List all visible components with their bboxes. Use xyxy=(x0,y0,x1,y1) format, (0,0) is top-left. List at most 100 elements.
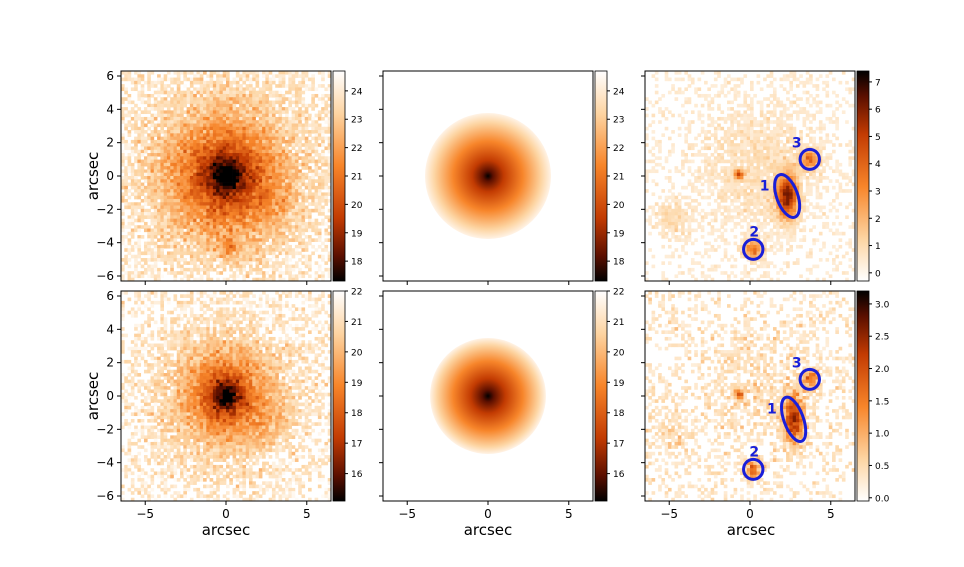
pixel xyxy=(304,225,309,229)
pixel xyxy=(242,228,247,233)
pixel xyxy=(248,218,253,223)
pixel xyxy=(750,208,754,213)
pixel xyxy=(196,205,201,210)
pixel xyxy=(209,133,214,137)
pixel xyxy=(265,277,270,282)
pixel xyxy=(291,71,296,75)
pixel xyxy=(226,198,230,203)
pixel xyxy=(265,182,270,187)
pixel xyxy=(291,195,296,200)
pixel xyxy=(828,120,833,124)
pixel xyxy=(677,90,682,95)
pixel xyxy=(137,192,142,197)
pixel xyxy=(710,218,715,223)
pixel xyxy=(160,139,165,144)
pixel xyxy=(756,192,761,197)
pixel xyxy=(736,93,741,98)
pixel xyxy=(229,182,233,187)
pixel xyxy=(140,84,145,88)
pixel xyxy=(199,166,204,170)
pixel xyxy=(285,130,289,134)
pixel xyxy=(265,100,270,105)
pixel xyxy=(779,149,784,154)
pixel xyxy=(730,87,734,92)
pixel xyxy=(327,258,332,262)
pixel xyxy=(222,110,227,115)
pixel xyxy=(294,248,299,252)
pixel xyxy=(130,208,135,213)
pixel xyxy=(226,159,230,164)
pixel xyxy=(687,97,692,101)
pixel xyxy=(173,97,178,101)
pixel xyxy=(186,143,191,147)
pixel xyxy=(196,123,201,128)
pixel xyxy=(730,77,734,82)
pixel xyxy=(727,179,731,183)
pixel xyxy=(740,146,744,151)
pixel xyxy=(815,195,820,200)
pixel xyxy=(294,87,299,92)
pixel xyxy=(226,93,230,98)
pixel xyxy=(753,215,757,220)
pixel xyxy=(278,238,283,242)
pixel xyxy=(298,218,302,223)
pixel xyxy=(271,195,276,200)
pixel xyxy=(147,74,151,78)
pixel xyxy=(723,136,728,141)
pixel xyxy=(199,241,204,246)
pixel xyxy=(298,162,302,167)
pixel xyxy=(262,251,266,256)
pixel xyxy=(242,189,247,193)
pixel xyxy=(153,159,158,164)
pixel xyxy=(327,225,332,229)
pixel xyxy=(776,162,780,167)
pixel xyxy=(651,146,656,151)
pixel xyxy=(186,97,191,101)
pixel xyxy=(170,126,174,131)
pixel xyxy=(733,172,738,177)
pixel xyxy=(186,235,191,239)
pixel xyxy=(170,172,174,177)
pixel xyxy=(730,176,734,180)
pixel xyxy=(776,146,780,151)
pixel xyxy=(677,113,682,118)
pixel xyxy=(239,113,243,118)
pixel xyxy=(786,182,790,187)
pixel xyxy=(687,84,692,88)
pixel xyxy=(258,116,263,121)
pixel xyxy=(219,212,224,216)
pixel xyxy=(245,254,250,259)
pixel xyxy=(206,116,210,121)
pixel xyxy=(671,149,675,154)
pixel xyxy=(127,113,132,118)
pixel xyxy=(736,143,741,147)
pixel xyxy=(314,87,319,92)
pixel xyxy=(664,159,669,164)
pixel xyxy=(700,208,705,213)
pixel xyxy=(766,195,771,200)
pixel xyxy=(275,162,279,167)
pixel xyxy=(740,143,744,147)
pixel xyxy=(229,218,233,223)
pixel xyxy=(288,133,292,137)
pixel xyxy=(317,123,322,128)
pixel xyxy=(281,208,286,213)
pixel xyxy=(189,153,194,157)
pixel xyxy=(294,251,299,256)
pixel xyxy=(121,107,125,111)
pixel xyxy=(166,176,171,180)
pixel xyxy=(229,143,233,147)
pixel xyxy=(779,182,784,187)
pixel xyxy=(242,90,247,95)
pixel xyxy=(157,195,161,200)
pixel xyxy=(212,248,217,252)
pixel xyxy=(736,113,741,118)
pixel xyxy=(294,71,299,75)
pixel xyxy=(848,90,853,95)
pixel xyxy=(121,241,125,246)
pixel xyxy=(235,235,240,239)
pixel xyxy=(262,103,266,108)
pixel xyxy=(285,159,289,164)
pixel xyxy=(661,212,666,216)
